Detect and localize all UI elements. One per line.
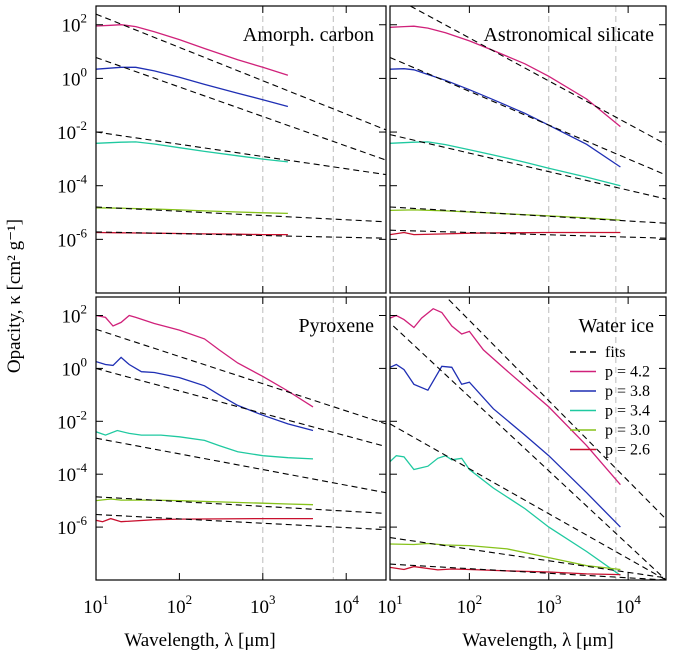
y-tick-label: 102	[62, 301, 88, 327]
y-tick-label: 10-2	[57, 118, 87, 144]
panel-title: Pyroxene	[298, 315, 374, 337]
series-line	[96, 517, 313, 523]
x-tick-label: 104	[615, 592, 641, 618]
series-line	[390, 141, 621, 187]
legend-label: p = 2.6	[605, 442, 650, 459]
panel-frame	[389, 5, 667, 294]
series-line	[96, 207, 288, 215]
series-line	[390, 68, 621, 168]
panel-astronomical-silicate: Astronomical silicate	[389, 5, 667, 294]
fit-line	[392, 325, 666, 580]
panel-amorph-carbon: Amorph. carbon	[95, 5, 387, 294]
fit-line	[96, 206, 386, 223]
series-line	[96, 429, 314, 460]
y-tick-label: 10-2	[57, 407, 87, 433]
panel-frame	[389, 296, 667, 581]
panel-water-ice: Water ice	[389, 296, 667, 581]
series-line	[390, 454, 621, 576]
x-tick-label: 102	[167, 592, 193, 618]
legend-label: p = 3.4	[605, 403, 650, 420]
series-line	[390, 542, 621, 571]
panel-pyroxene: Pyroxene	[95, 296, 387, 581]
y-tick-labels: 102 100 10-2 10-4 10-6 102 100 10-2 10-4 10-6	[57, 11, 87, 539]
fit-line	[96, 496, 386, 514]
y-tick-label: 10-4	[57, 460, 87, 486]
fit-line	[96, 328, 386, 425]
fit-line	[96, 437, 386, 494]
panel-frame	[95, 296, 387, 581]
fit-line	[390, 206, 666, 224]
x-tick-label: 103	[250, 592, 276, 618]
x-tick-labels: 101 102 103 104 101 102 103 104	[83, 592, 641, 618]
y-tick-label: 10-4	[57, 172, 87, 198]
y-tick-label: 10-6	[57, 513, 87, 539]
series-line	[96, 141, 288, 163]
fit-line	[390, 134, 666, 200]
fit-line	[96, 231, 386, 239]
fit-line	[390, 537, 666, 579]
series-line	[96, 356, 314, 432]
y-tick-label: 100	[62, 64, 88, 90]
series-line	[390, 565, 621, 576]
y-tick-label: 10-6	[57, 225, 87, 251]
legend: fits p = 4.2 p = 3.8 p = 3.4 p = 3.0 p = 2.6	[570, 344, 650, 459]
y-tick-label: 100	[62, 354, 88, 380]
legend-label: p = 4.2	[605, 364, 650, 381]
fit-line	[390, 563, 666, 580]
y-axis-label: Opacity, κ [cm² g⁻¹]	[4, 219, 25, 373]
x-tick-label: 104	[333, 592, 359, 618]
series-line	[390, 363, 621, 528]
series-line	[96, 24, 289, 76]
x-tick-label: 102	[457, 592, 483, 618]
series-line	[390, 307, 621, 486]
legend-label: fits	[605, 344, 625, 361]
series-line	[390, 25, 621, 128]
series-line	[390, 231, 621, 236]
fit-line	[390, 423, 666, 580]
series-line	[390, 209, 621, 221]
fit-line	[96, 513, 386, 531]
fit-line	[96, 131, 386, 176]
y-tick-label: 102	[62, 11, 88, 37]
series-line	[96, 498, 314, 506]
legend-label: p = 3.0	[605, 422, 650, 439]
legend-label: p = 3.8	[605, 383, 650, 400]
fit-line	[96, 56, 386, 161]
x-axis-label-left: Wavelength, λ [μm]	[124, 630, 275, 651]
x-tick-label: 101	[377, 592, 403, 618]
fit-line	[410, 6, 666, 145]
x-tick-label: 103	[536, 592, 562, 618]
fit-line	[390, 56, 666, 176]
x-axis-label-right: Wavelength, λ [μm]	[462, 630, 613, 651]
panel-title: Astronomical silicate	[483, 24, 654, 46]
fit-line	[390, 229, 666, 239]
fit-line	[448, 299, 666, 520]
fit-line	[96, 13, 386, 131]
panel-title: Water ice	[578, 315, 654, 337]
series-line	[96, 314, 314, 408]
fit-line	[96, 367, 386, 448]
x-tick-label: 101	[83, 592, 109, 618]
panel-frame	[95, 5, 387, 294]
series-line	[96, 66, 289, 108]
panel-title: Amorph. carbon	[243, 24, 374, 46]
